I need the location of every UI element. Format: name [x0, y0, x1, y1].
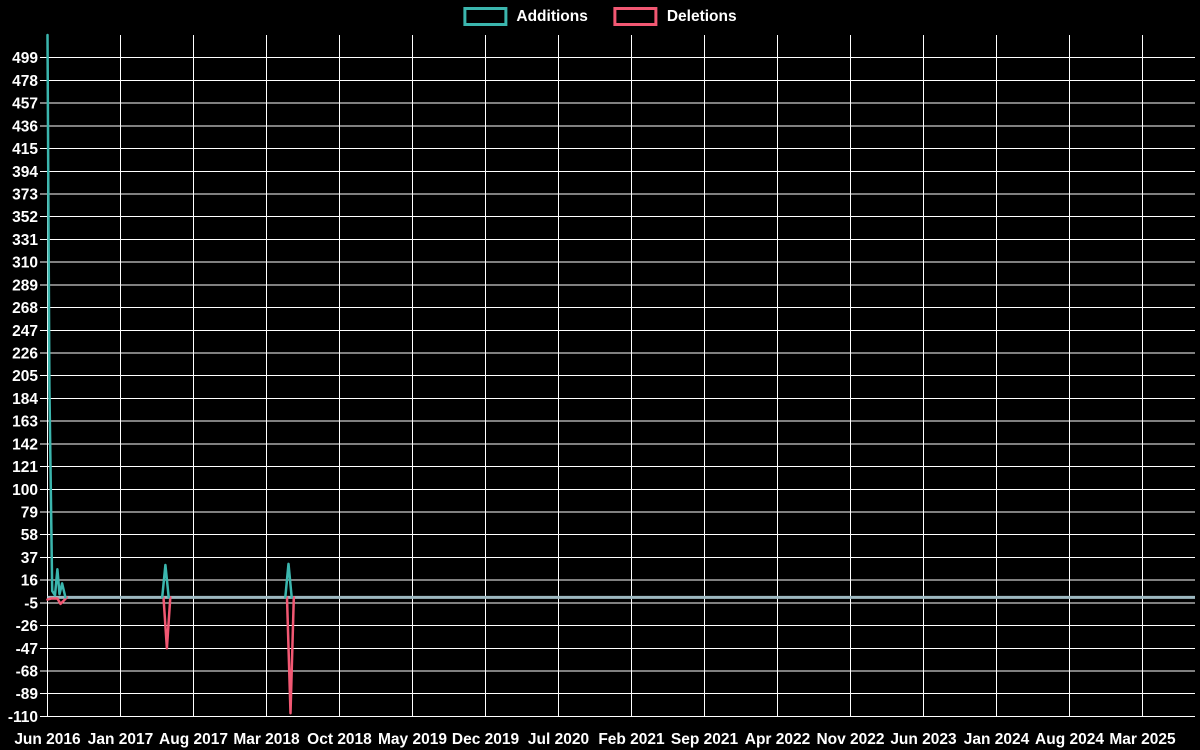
- additions-line: [284, 562, 293, 599]
- x-tick-label: Apr 2022: [745, 731, 810, 748]
- x-tick-label: Sep 2021: [671, 731, 739, 748]
- x-tick-label: Feb 2021: [598, 731, 665, 748]
- y-tick-label: -5: [24, 595, 38, 612]
- deletions-line: [285, 596, 296, 715]
- y-tick-label: -47: [16, 641, 38, 658]
- y-tick-label: 142: [12, 436, 38, 453]
- y-tick-label: 121: [12, 459, 38, 476]
- y-tick-label: 247: [12, 323, 38, 340]
- y-tick-label: 205: [12, 368, 38, 385]
- deletions-swatch-icon: [613, 7, 658, 26]
- x-tick-label: Mar 2018: [233, 731, 300, 748]
- y-tick-label: 415: [12, 141, 38, 158]
- additions-swatch-icon: [463, 7, 508, 26]
- y-tick-label: -89: [16, 686, 39, 703]
- deletions-line: [46, 596, 69, 606]
- y-tick-label: -26: [16, 618, 39, 635]
- x-tick-label: Dec 2019: [452, 731, 520, 748]
- x-tick-label: Oct 2018: [307, 731, 372, 748]
- y-tick-label: 16: [21, 573, 39, 590]
- y-tick-label: 499: [12, 50, 38, 67]
- y-tick-label: 58: [21, 527, 39, 544]
- y-tick-label: -110: [8, 709, 38, 726]
- legend-label-additions: Additions: [516, 7, 588, 25]
- y-tick-label: -68: [16, 663, 39, 680]
- y-tick-label: 331: [12, 232, 38, 249]
- legend-item-additions[interactable]: Additions: [463, 7, 588, 26]
- y-tick-label: 79: [21, 504, 39, 521]
- y-tick-label: 289: [12, 277, 38, 294]
- deletions-line: [162, 596, 172, 650]
- y-tick-label: 436: [12, 118, 38, 135]
- x-tick-label: May 2019: [378, 731, 447, 748]
- y-tick-label: 373: [12, 186, 38, 203]
- legend-label-deletions: Deletions: [666, 7, 737, 25]
- x-tick-label: Mar 2025: [1109, 731, 1176, 748]
- y-tick-label: 478: [12, 73, 38, 90]
- additions-line: [46, 33, 67, 599]
- y-tick-label: 226: [12, 345, 38, 362]
- x-tick-label: Jan 2017: [88, 731, 154, 748]
- legend-item-deletions[interactable]: Deletions: [613, 7, 737, 26]
- y-tick-label: 352: [12, 209, 38, 226]
- x-tick-label: Aug 2024: [1035, 731, 1104, 748]
- y-tick-label: 163: [12, 414, 38, 431]
- x-tick-label: Nov 2022: [816, 731, 884, 748]
- y-tick-label: 100: [12, 482, 38, 499]
- y-tick-label: 310: [12, 255, 38, 272]
- x-tick-label: Jul 2020: [528, 731, 589, 748]
- x-tick-label: Aug 2017: [159, 731, 228, 748]
- y-tick-label: 184: [12, 391, 38, 408]
- additions-line: [160, 563, 170, 599]
- y-tick-label: 37: [21, 550, 38, 567]
- y-tick-label: 457: [12, 96, 38, 113]
- y-tick-label: 394: [12, 164, 38, 181]
- x-tick-label: Jun 2023: [890, 731, 957, 748]
- y-tick-label: 268: [12, 300, 38, 317]
- x-tick-label: Jan 2024: [964, 731, 1030, 748]
- chart-legend: Additions Deletions: [463, 7, 737, 26]
- x-tick-label: Jun 2016: [14, 731, 81, 748]
